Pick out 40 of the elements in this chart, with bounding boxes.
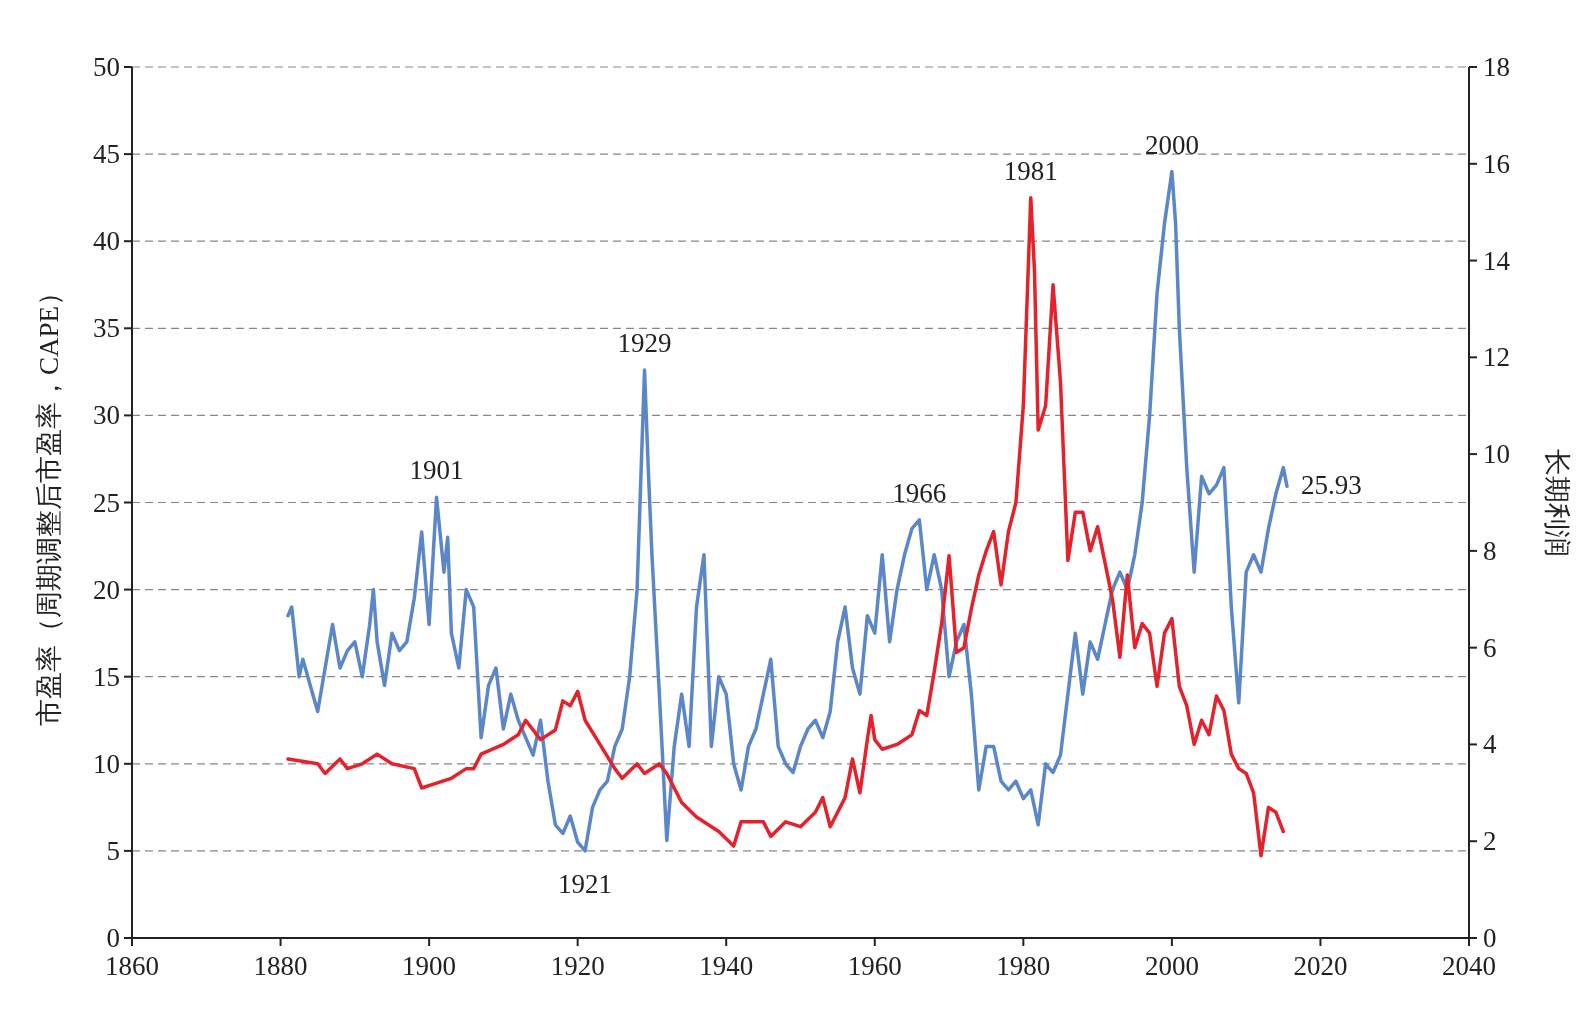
y2-tick-label: 8 xyxy=(1483,535,1497,566)
annotation: 1929 xyxy=(617,328,672,359)
y-tick-label: 20 xyxy=(93,574,120,605)
y-tick-label: 35 xyxy=(93,313,120,344)
y2-tick-label: 16 xyxy=(1483,148,1510,179)
y2-tick-label: 0 xyxy=(1483,923,1497,953)
annotation: 1901 xyxy=(409,455,464,486)
y2-tick-label: 6 xyxy=(1483,632,1497,663)
x-tick-label: 2000 xyxy=(1144,951,1199,981)
annotation: 1966 xyxy=(892,477,947,508)
y2-axis-title: 长期利润 xyxy=(1542,448,1572,557)
y-axis-title: 市盈率（周期调整后市盈率，CAPE） xyxy=(34,278,64,727)
x-tick-label: 2020 xyxy=(1293,951,1348,981)
y-tick-label: 15 xyxy=(93,661,120,692)
y-tick-label: 0 xyxy=(106,923,120,953)
y-tick-label: 10 xyxy=(93,748,120,779)
x-tick-label: 1880 xyxy=(253,951,308,981)
x-tick-label: 1920 xyxy=(550,951,605,981)
y2-tick-label: 14 xyxy=(1483,245,1511,276)
x-tick-label: 1940 xyxy=(699,951,754,981)
y2-tick-label: 10 xyxy=(1483,439,1510,470)
y-tick-label: 45 xyxy=(93,139,120,170)
y2-tick-label: 18 xyxy=(1483,52,1510,82)
y-tick-label: 40 xyxy=(93,226,120,257)
y-tick-label: 50 xyxy=(93,52,120,82)
annotation: 25.93 xyxy=(1301,470,1362,501)
annotation: 2000 xyxy=(1144,129,1199,160)
annotation: 1981 xyxy=(1003,155,1058,186)
y-tick-label: 25 xyxy=(93,487,120,518)
y-tick-label: 5 xyxy=(106,835,120,866)
annotation: 1921 xyxy=(558,868,613,899)
x-tick-label: 2040 xyxy=(1442,951,1496,981)
x-tick-label: 1960 xyxy=(847,951,902,981)
y-tick-label: 30 xyxy=(93,400,120,431)
y2-tick-label: 12 xyxy=(1483,342,1510,373)
y2-tick-label: 2 xyxy=(1483,826,1497,857)
x-tick-label: 1860 xyxy=(105,951,159,981)
x-tick-label: 1980 xyxy=(996,951,1051,981)
y2-tick-label: 4 xyxy=(1483,729,1497,760)
x-tick-label: 1900 xyxy=(402,951,457,981)
